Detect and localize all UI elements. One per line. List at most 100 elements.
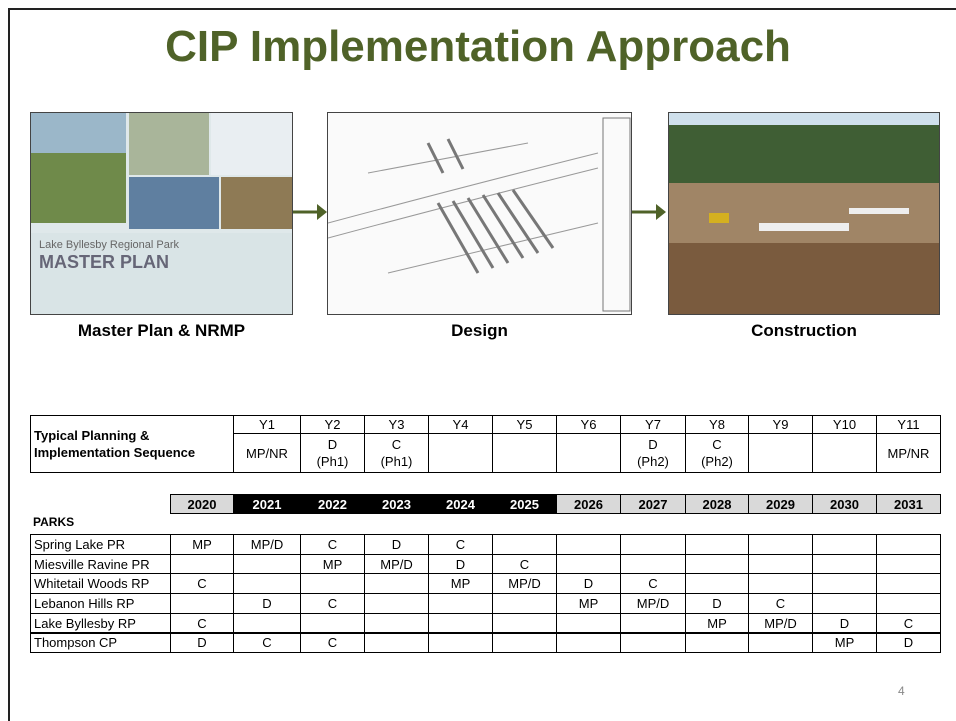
park-cell: D: [876, 632, 941, 654]
park-cell: MP/D: [492, 573, 557, 595]
sequence-header: Y3: [364, 415, 429, 434]
park-cell: C: [748, 593, 813, 614]
sequence-header: Y2: [300, 415, 365, 434]
park-cell: C: [300, 632, 365, 654]
design-art: [328, 117, 631, 312]
park-name: Thompson CP: [30, 632, 171, 654]
construction-art: [669, 113, 939, 243]
park-cell: [492, 612, 557, 634]
sequence-header: Y6: [556, 415, 621, 434]
park-cell: C: [300, 593, 365, 614]
year-header: 2029: [748, 494, 813, 514]
year-header: 2024: [428, 494, 493, 514]
park-cell: MP: [556, 593, 621, 614]
park-cell: D: [428, 553, 493, 575]
sequence-cell: [812, 433, 877, 473]
year-header: 2031: [876, 494, 941, 514]
park-cell: [300, 612, 365, 634]
sequence-cell: C (Ph1): [364, 433, 429, 473]
sequence-cell: [748, 433, 813, 473]
sequence-cell: D (Ph2): [620, 433, 686, 473]
park-cell: [492, 632, 557, 654]
design-image: [327, 112, 632, 315]
frame: [8, 8, 956, 10]
park-cell: MP/D: [748, 612, 813, 634]
title: CIP Implementation Approach: [165, 22, 791, 71]
park-cell: [876, 573, 941, 595]
park-cell: [685, 553, 749, 575]
park-cell: [556, 553, 621, 575]
sequence-cell: MP/NR: [233, 433, 301, 473]
sequence-cell: [428, 433, 493, 473]
park-cell: D: [170, 632, 234, 654]
sequence-cell: [492, 433, 557, 473]
image-text: Lake Byllesby Regional Park: [39, 239, 180, 251]
park-cell: [620, 632, 686, 654]
caption: Construction: [751, 321, 857, 340]
park-cell: [428, 612, 493, 634]
park-cell: [620, 612, 686, 634]
park-cell: [170, 593, 234, 614]
arrow: [632, 204, 666, 220]
sequence-cell: C (Ph2): [685, 433, 749, 473]
year-header: 2030: [812, 494, 877, 514]
park-cell: MP: [428, 573, 493, 595]
park-cell: [748, 553, 813, 575]
park-cell: D: [364, 534, 429, 555]
park-cell: MP/D: [233, 534, 301, 555]
year-header: 2022: [300, 494, 365, 514]
park-cell: C: [300, 534, 365, 555]
page-number: 4: [898, 684, 905, 698]
sequence-header: Y8: [685, 415, 749, 434]
park-cell: [685, 534, 749, 555]
sequence-label: Typical Planning & Implementation Sequen…: [30, 415, 234, 473]
park-cell: [428, 632, 493, 654]
sequence-header: Y7: [620, 415, 686, 434]
year-header: 2023: [364, 494, 429, 514]
year-header: 2020: [170, 494, 234, 514]
park-cell: [812, 573, 877, 595]
park-cell: C: [170, 612, 234, 634]
park-name: Whitetail Woods RP: [30, 573, 171, 595]
sequence-header: Y10: [812, 415, 877, 434]
construction-image: [668, 112, 940, 315]
park-cell: [556, 612, 621, 634]
park-cell: [364, 632, 429, 654]
park-cell: D: [685, 593, 749, 614]
park-cell: [364, 573, 429, 595]
park-cell: [620, 534, 686, 555]
park-cell: [620, 553, 686, 575]
park-cell: C: [876, 612, 941, 634]
sequence-header: Y11: [876, 415, 941, 434]
park-cell: MP: [812, 632, 877, 654]
park-cell: [556, 534, 621, 555]
park-cell: D: [233, 593, 301, 614]
park-cell: [428, 593, 493, 614]
year-header: 2026: [556, 494, 621, 514]
year-header: 2021: [233, 494, 301, 514]
park-cell: D: [812, 612, 877, 634]
caption: Design: [451, 321, 508, 340]
year-header: 2028: [685, 494, 749, 514]
park-cell: [748, 632, 813, 654]
sequence-cell: MP/NR: [876, 433, 941, 473]
park-name: Lebanon Hills RP: [30, 593, 171, 614]
park-cell: [685, 573, 749, 595]
master-plan-image: Lake Byllesby Regional Park MASTER PLAN: [30, 112, 293, 315]
sequence-cell: D (Ph1): [300, 433, 365, 473]
park-cell: [812, 593, 877, 614]
park-cell: C: [620, 573, 686, 595]
park-cell: [364, 612, 429, 634]
park-cell: [812, 553, 877, 575]
arrow: [293, 204, 327, 220]
park-cell: [492, 534, 557, 555]
caption: Master Plan & NRMP: [77, 321, 246, 340]
frame: [8, 8, 10, 721]
park-cell: C: [428, 534, 493, 555]
sequence-cell: [556, 433, 621, 473]
year-header: 2025: [492, 494, 557, 514]
park-cell: [233, 553, 301, 575]
park-cell: [170, 553, 234, 575]
park-cell: [556, 632, 621, 654]
